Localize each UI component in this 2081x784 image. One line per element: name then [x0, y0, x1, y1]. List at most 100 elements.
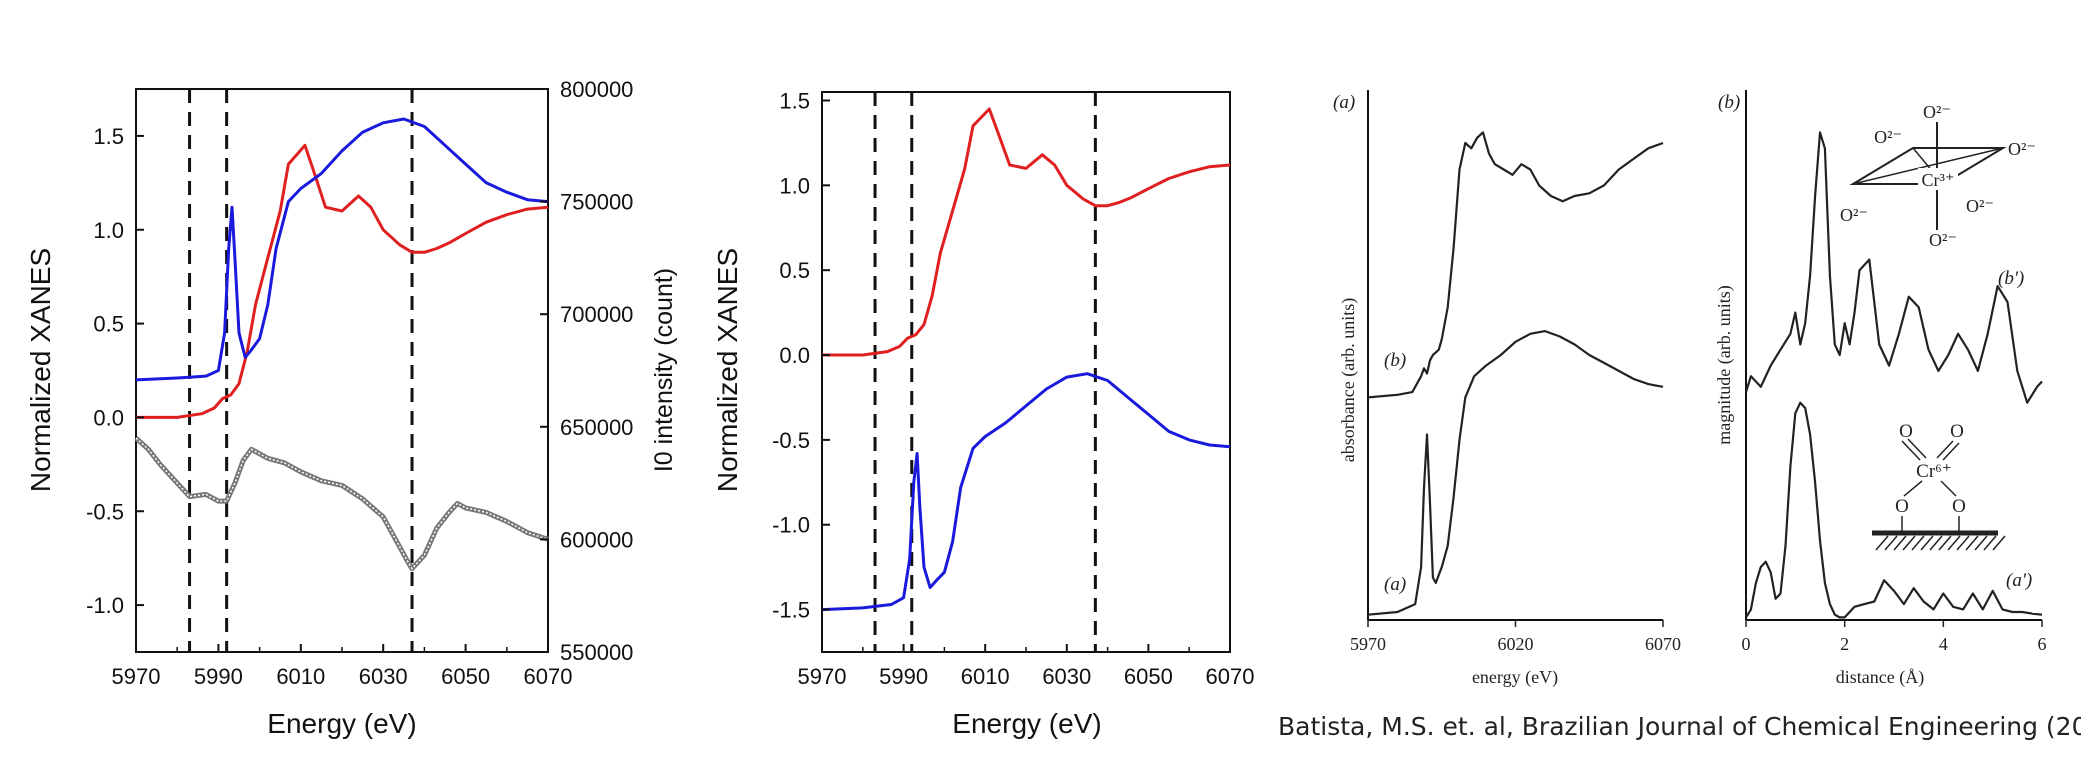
chart-2-ytick-label-1: 1.0	[779, 173, 810, 198]
chart-1-y-ticks: 1.5 1.0 0.5 0.0 -0.5 -1.0	[86, 124, 144, 618]
chart-2-ytick-label-5: -1.0	[772, 513, 810, 538]
chart-4-xtick-label-1: 2	[1840, 634, 1849, 654]
chart-1-series-blue	[135, 117, 549, 382]
chart-1-y2tick-label-3: 650000	[560, 415, 633, 440]
hatch-line	[1992, 535, 2006, 551]
chart-4-panel-label: (b)	[1718, 92, 1740, 113]
chart-4-x-ticks: 0 2 4 6	[1742, 620, 2047, 654]
hatch-line	[1974, 535, 1988, 551]
hatch-line	[1902, 535, 1916, 551]
tetrahedral-cr-center: Cr⁶⁺	[1916, 461, 1952, 482]
chart-3-series-label-b: (b)	[1384, 350, 1406, 371]
chart-3-xtick-label-0: 5970	[1350, 634, 1386, 654]
chart-1-series-I0-markers	[135, 437, 549, 570]
chart-1-xtick-label-4: 6050	[441, 664, 490, 689]
chart-2-ytick-label-6: -1.5	[772, 598, 810, 623]
octahedral-o-bottom: O²⁻	[1929, 230, 1957, 250]
chart-4-ylabel: magnitude (arb. units)	[1714, 285, 1735, 444]
chart-2-x-ticks: 5970 5990 6010 6030 6050 6070	[798, 644, 1255, 689]
chart-2-ylabel: Normalized XANES	[712, 248, 743, 492]
chart-2-frame	[821, 91, 1231, 653]
chart-1-ytick-label-1: 1.0	[93, 218, 124, 243]
chart-1-y2tick-label-5: 550000	[560, 640, 633, 665]
chart-3-series-0	[1367, 131, 1664, 399]
octahedral-o-top: O²⁻	[1923, 102, 1951, 122]
chart-3-series-1	[1367, 330, 1664, 616]
octahedral-o-right: O²⁻	[2008, 139, 2036, 159]
chart-2-xlabel: Energy (eV)	[952, 708, 1101, 739]
tetrahedral-bond-3	[1903, 480, 1923, 497]
chart-2-vlines	[873, 92, 1097, 652]
chart-3-xtick-label-2: 6070	[1645, 634, 1681, 654]
hatch-line	[1920, 535, 1934, 551]
octahedral-o-lower-right: O²⁻	[1966, 196, 1994, 216]
chart-3-panel-label: (a)	[1333, 92, 1355, 113]
chart-1-series-I0	[134, 436, 549, 572]
chart-2-ytick-label-0: 1.5	[779, 88, 810, 113]
hatch-line	[1893, 535, 1907, 551]
chart-4-xtick-label-3: 6	[2038, 634, 2047, 654]
chart-4-xtick-label-2: 4	[1939, 634, 1948, 654]
chart-1-y2tick-label-2: 700000	[560, 302, 633, 327]
chart-1-series	[134, 117, 549, 572]
chart-3-xlabel: energy (eV)	[1472, 667, 1558, 688]
hatch-line	[1956, 535, 1970, 551]
chart-1-y2-ticks: 800000 750000 700000 650000 600000 550000	[540, 77, 633, 665]
tetrahedral-o-left: O	[1899, 421, 1913, 442]
chart-1-y2tick-label-0: 800000	[560, 77, 633, 102]
hatch-line	[1884, 535, 1898, 551]
chart-1-xtick-label-0: 5970	[112, 664, 161, 689]
chart-4-series	[1744, 131, 2043, 619]
chart-3-x-ticks: 5970 6020 6070	[1350, 620, 1681, 654]
chart-2-xtick-label-4: 6050	[1124, 664, 1173, 689]
tetrahedral-bond-2a	[1936, 440, 1954, 459]
chart-1-y2label: I0 intensity (count)	[650, 268, 678, 472]
tetrahedral-o-bottom-left: O	[1895, 496, 1909, 517]
chart-2-ytick-label-4: -0.5	[772, 428, 810, 453]
octahedral-structure-inset: O²⁻ O²⁻ O²⁻ Cr³⁺ O²⁻ O²⁻ O²⁻	[1840, 102, 2036, 250]
chart-1-ytick-label-2: 0.5	[93, 312, 124, 337]
tetrahedral-bond-2b	[1942, 442, 1960, 461]
chart-2-ytick-label-2: 0.5	[779, 258, 810, 283]
tetrahedral-o-bottom-right: O	[1952, 496, 1966, 517]
chart-2-xtick-label-5: 6070	[1206, 664, 1255, 689]
chart-2-xtick-label-0: 5970	[798, 664, 847, 689]
octahedral-o-upper-left: O²⁻	[1874, 127, 1902, 147]
chart-1-xlabel: Energy (eV)	[267, 708, 416, 739]
chart-1-ytick-label-3: 0.0	[93, 405, 124, 430]
chart-1-y2tick-label-4: 600000	[560, 527, 633, 552]
surface-hatching	[1875, 535, 2006, 551]
chart-3-ylabel: absorbance (arb. units)	[1338, 298, 1359, 462]
chart-1-ylabel: Normalized XANES	[25, 248, 56, 492]
hatch-line	[1965, 535, 1979, 551]
chart-4-series-0	[1744, 131, 2043, 404]
tetrahedral-bond-1b	[1907, 438, 1927, 459]
chart-2-ytick-label-3: 0.0	[779, 343, 810, 368]
chart-3: 5970 6020 6070 (a) (b) (a) energy (eV) abs…	[1333, 90, 1681, 688]
chart-3-xtick-label-1: 6020	[1498, 634, 1534, 654]
chart-2-xtick-label-1: 5990	[879, 664, 928, 689]
chart-1-xtick-label-1: 5990	[194, 664, 243, 689]
chart-3-series-label-a: (a)	[1384, 574, 1406, 595]
chart-2: 5970 5990 6010 6030 6050 6070 1.5 1.0 0.5 0.0 -0.…	[712, 88, 1254, 739]
tetrahedral-structure-inset: O O Cr⁶⁺ O O	[1872, 421, 2006, 551]
chart-2-series	[821, 107, 1231, 612]
chart-1-xtick-label-5: 6070	[524, 664, 573, 689]
octahedral-center-bg	[1918, 168, 1958, 190]
chart-1-xtick-label-2: 6010	[276, 664, 325, 689]
chart-1-x-ticks: 5970 5990 6010 6030 6050 6070	[112, 644, 573, 689]
citation: Batista, M.S. et. al, Brazilian Journal …	[1278, 712, 2081, 741]
chart-1: 5970 5990 6010 6030 6050 6070 1.5 1.0 0.5 0.0 -0.…	[25, 77, 678, 739]
chart-1-ytick-label-4: -0.5	[86, 499, 124, 524]
chart-1-xtick-label-3: 6030	[359, 664, 408, 689]
chart-2-y-ticks: 1.5 1.0 0.5 0.0 -0.5 -1.0 -1.5	[772, 88, 830, 623]
tetrahedral-bond-4	[1940, 480, 1957, 497]
chart-2-xtick-label-3: 6030	[1042, 664, 1091, 689]
chart-4-xtick-label-0: 0	[1742, 634, 1751, 654]
hatch-line	[1938, 535, 1952, 551]
chart-2-series-red	[822, 107, 1231, 357]
chart-1-ytick-label-5: -1.0	[86, 593, 124, 618]
chart-4-series-1	[1745, 401, 2043, 619]
chart-4-xlabel: distance (Å)	[1836, 667, 1924, 688]
